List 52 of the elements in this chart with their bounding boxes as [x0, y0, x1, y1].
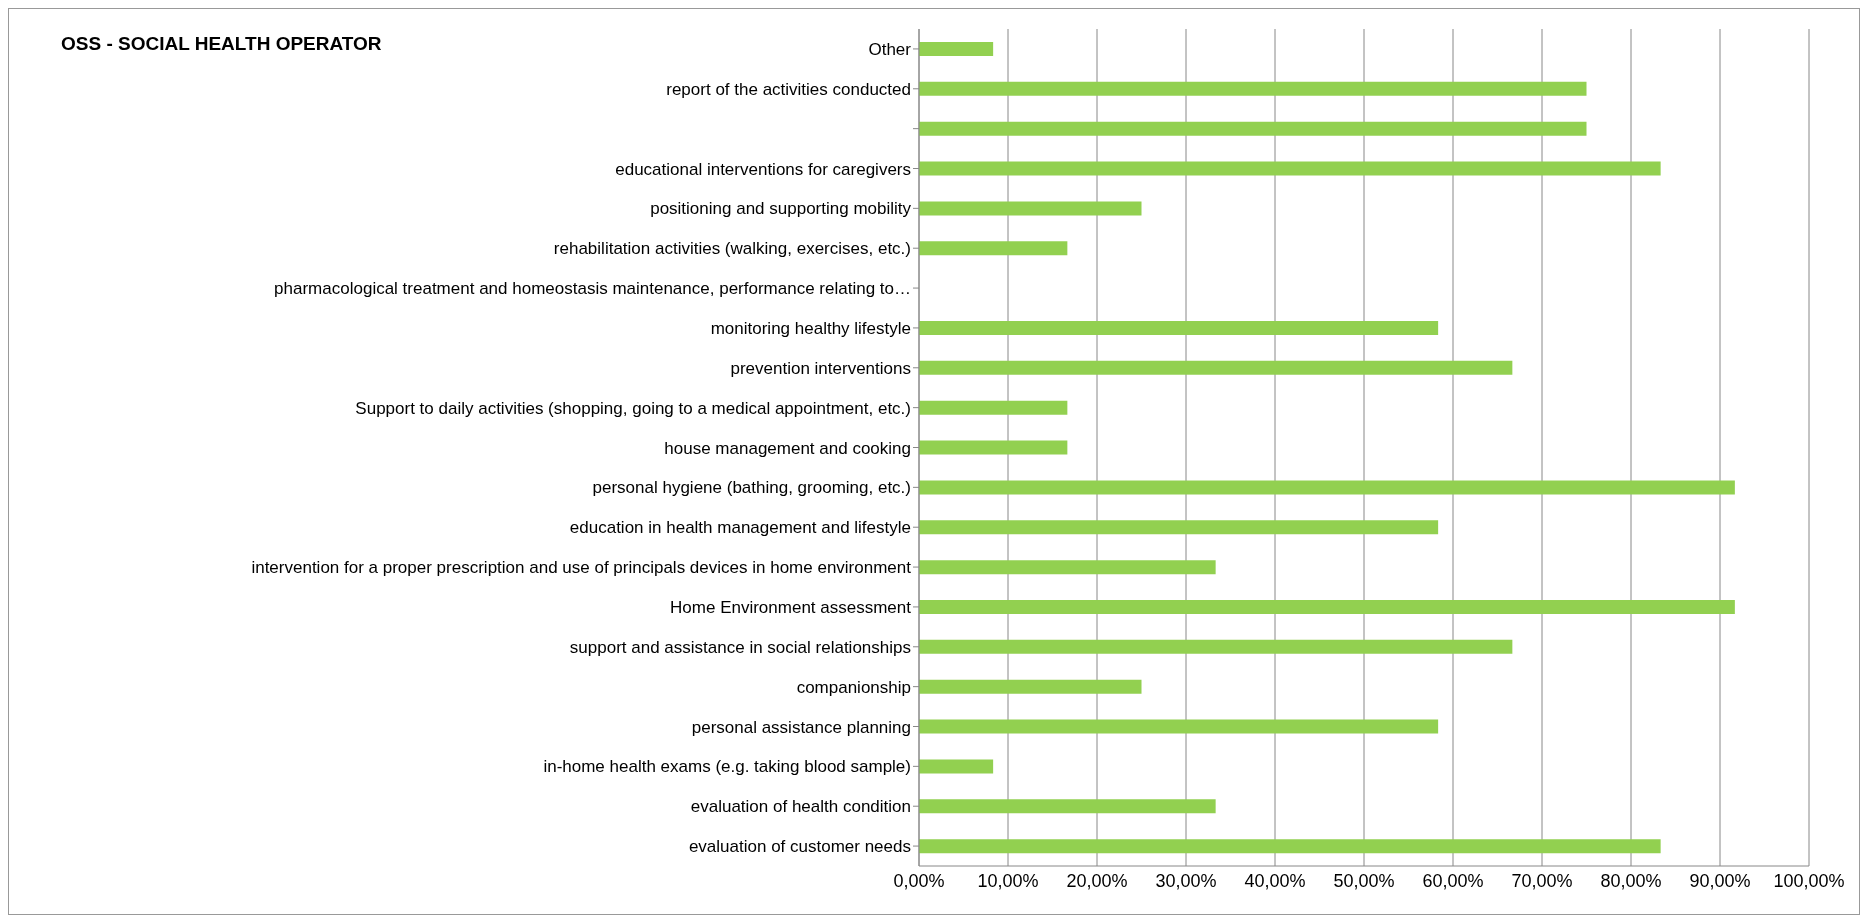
x-tick-label: 90,00% — [1689, 870, 1751, 891]
bar — [919, 161, 1661, 176]
y-tick-label: prevention interventions — [730, 358, 911, 378]
x-tick-label: 30,00% — [1155, 870, 1217, 891]
bar — [919, 759, 994, 774]
bar — [919, 440, 1068, 455]
y-tick-label: pharmacological treatment and homeostasis maintenance, performance relating to… — [274, 279, 911, 299]
bar — [919, 121, 1587, 136]
x-tick-label: 40,00% — [1244, 870, 1306, 891]
y-tick-label: monitoring healthy lifestyle — [710, 318, 911, 338]
y-tick-label: house management and cooking — [664, 438, 911, 458]
x-tick-label: 0,00% — [893, 870, 945, 891]
bar — [919, 241, 1068, 256]
bar — [919, 600, 1735, 614]
bar — [919, 400, 1068, 415]
y-tick-label: educational interventions for caregivers — [615, 159, 911, 179]
y-tick-label: Other — [868, 39, 912, 59]
x-tick-label: 20,00% — [1066, 870, 1128, 891]
bar — [919, 719, 1439, 734]
x-tick-label: 80,00% — [1600, 870, 1662, 891]
y-tick-label: evaluation of health condition — [690, 797, 911, 817]
y-tick-label: report of the activities conducted — [666, 79, 911, 99]
bar — [919, 799, 1216, 814]
y-tick-label: rehabilitation activities (walking, exercises, etc.) — [553, 239, 911, 259]
bar — [919, 201, 1142, 216]
x-tick-label: 70,00% — [1511, 870, 1573, 891]
bar — [919, 839, 1661, 854]
x-tick-label: 60,00% — [1422, 870, 1484, 891]
y-tick-label: personal hygiene (bathing, grooming, etc.) — [592, 478, 911, 498]
y-tick-label: personal assistance planning — [691, 717, 911, 737]
bar — [919, 639, 1513, 654]
text: OSS - SOCIAL HEALTH OPERATOR — [61, 33, 382, 55]
y-tick-label: evaluation of customer needs — [688, 837, 911, 857]
bar — [919, 679, 1142, 694]
y-tick-label: education in health management and lifestyle — [569, 518, 911, 538]
y-tick-label: support and assistance in social relationships — [569, 637, 911, 657]
bar — [919, 321, 1439, 335]
y-tick-label: companionship — [796, 677, 911, 697]
y-tick-label: intervention for a proper prescription and use of principals devices in home environment — [251, 558, 912, 578]
bar — [919, 360, 1513, 375]
y-tick-label: in-home health exams (e.g. taking blood sample) — [543, 757, 911, 777]
x-tick-label: 50,00% — [1333, 870, 1395, 891]
x-tick-label: 100,00% — [1773, 870, 1845, 891]
bar — [919, 81, 1587, 96]
y-tick-label: Support to daily activities (shopping, going to a medical appointment, etc.) — [355, 398, 911, 418]
y-tick-label: positioning and supporting mobility — [650, 199, 912, 219]
bar — [919, 520, 1439, 535]
bar — [919, 480, 1735, 495]
x-tick-label: 10,00% — [977, 870, 1039, 891]
bar — [919, 560, 1216, 575]
y-tick-label: Home Environment assessment — [670, 597, 912, 617]
bar — [919, 42, 994, 56]
